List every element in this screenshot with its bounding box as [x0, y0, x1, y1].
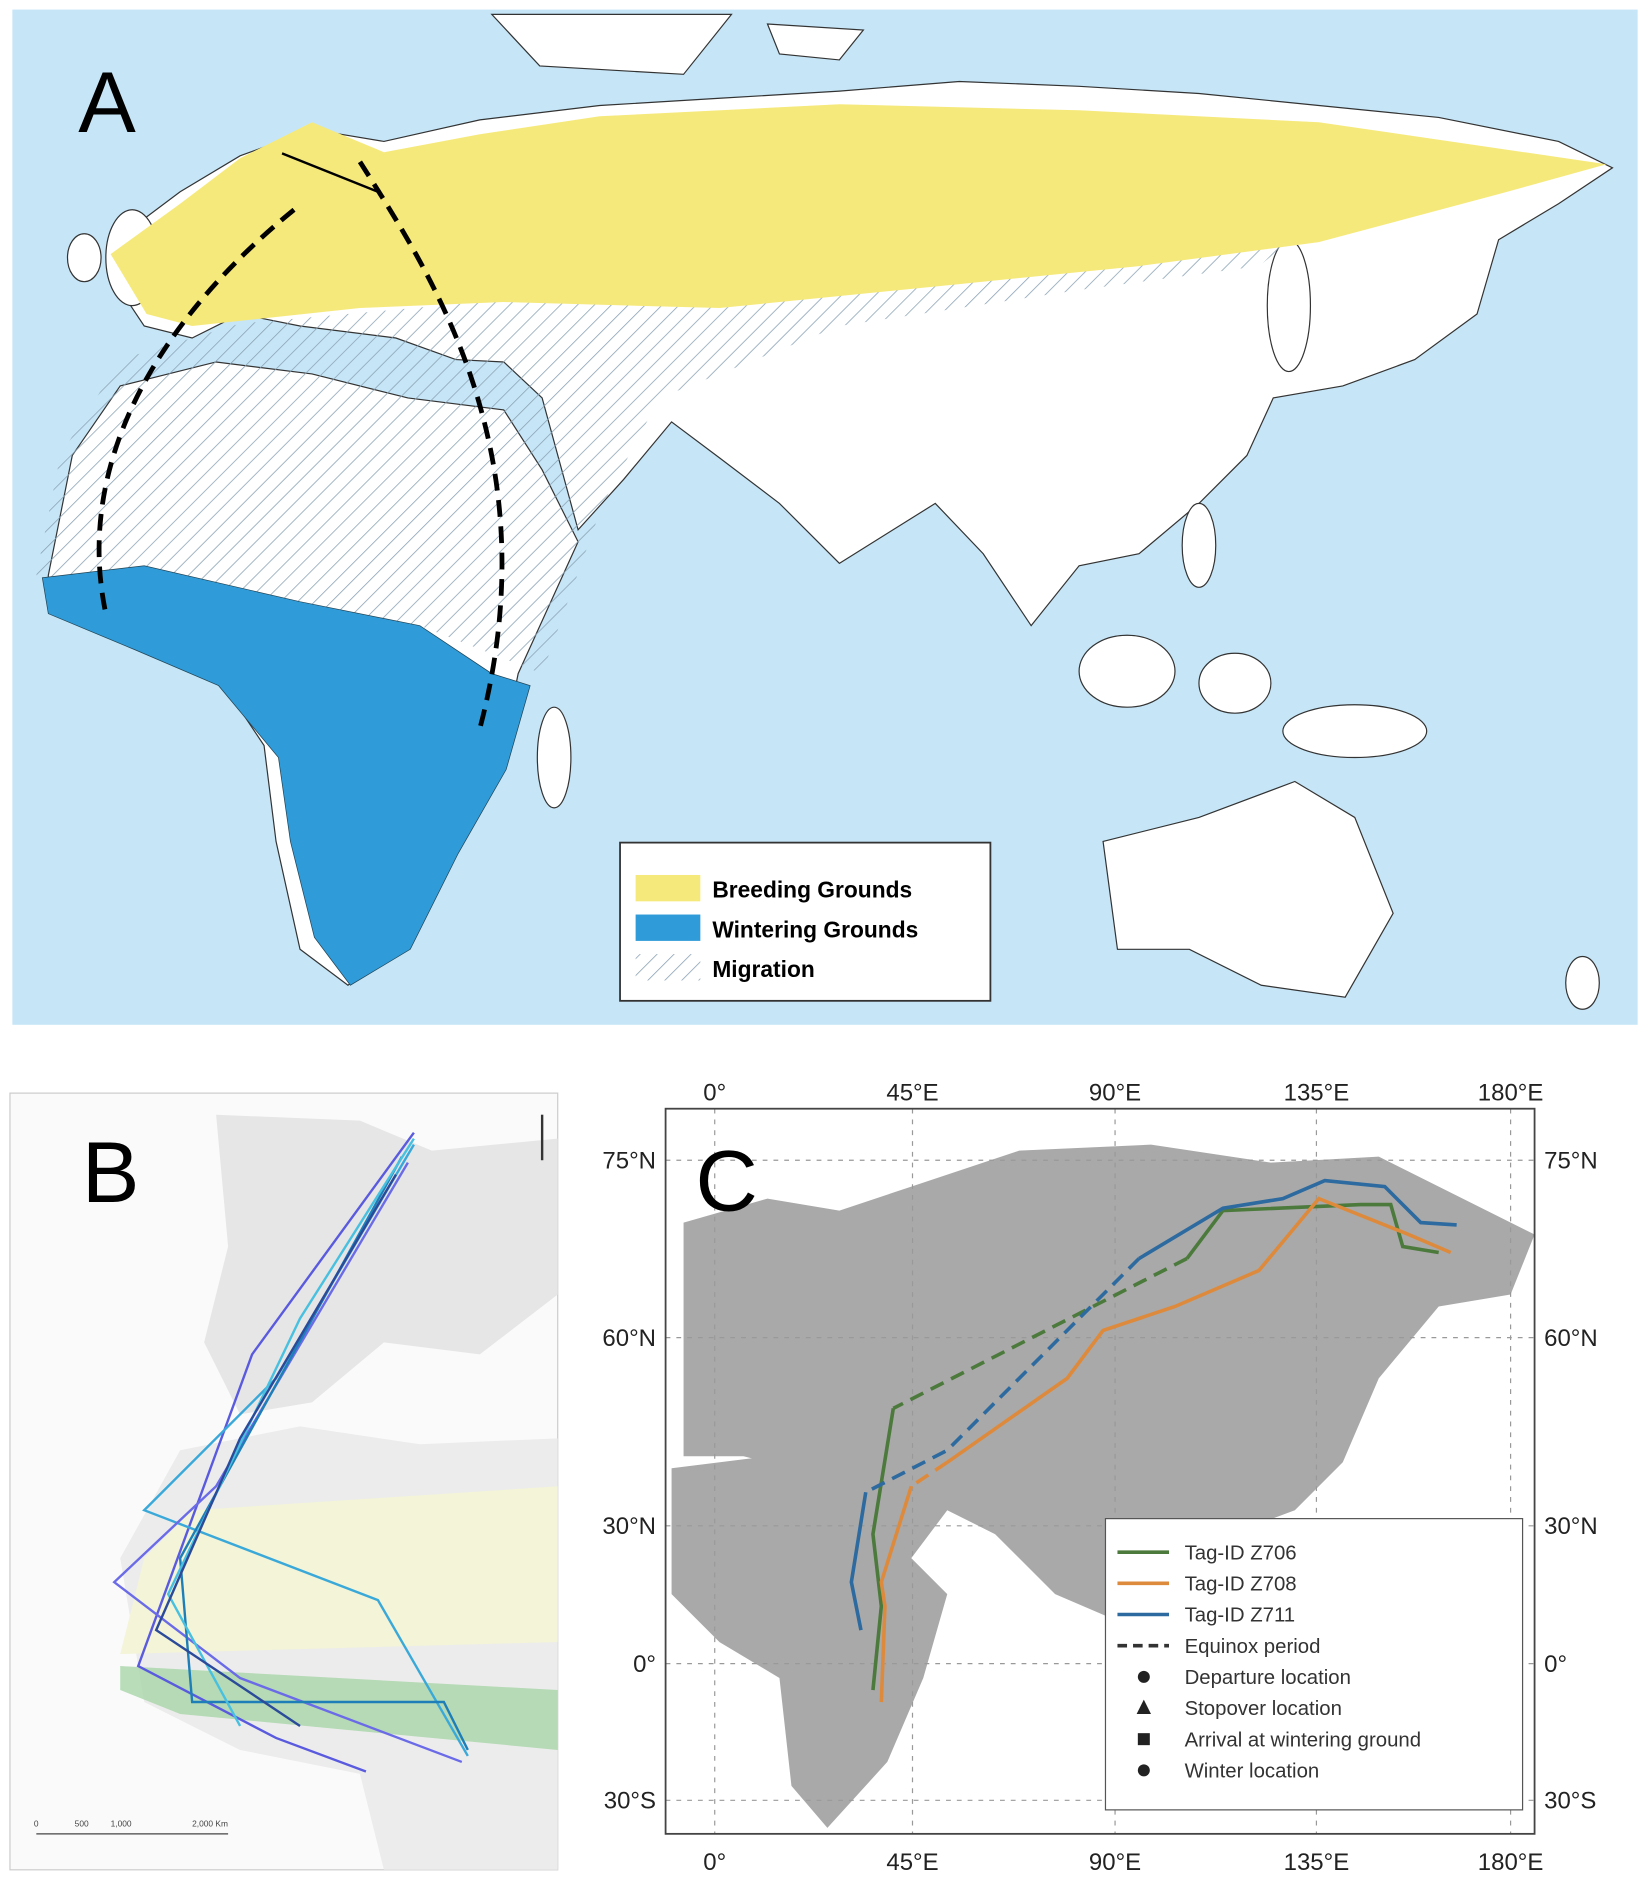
migration-area [36, 218, 1319, 674]
migration-route [96, 160, 505, 730]
europe [204, 1114, 558, 1415]
tracks [849, 1178, 1457, 1703]
x-tick-label: 0° [703, 1079, 726, 1106]
legend-label: Equinox period [1185, 1636, 1321, 1658]
y-tick-label: 30°S [1544, 1788, 1596, 1815]
legend-swatch [1137, 1733, 1150, 1746]
tracks [112, 1131, 469, 1773]
y-tick-label: 30°S [604, 1788, 656, 1815]
panel-a: Breeding Grounds Wintering Grounds Migra… [12, 9, 1638, 1025]
scale-label: 2,000 Km [192, 1819, 228, 1829]
legend-label: Stopover location [1185, 1698, 1342, 1720]
y-tick-label: 75°N [602, 1148, 656, 1175]
map-frame [664, 1107, 1536, 1835]
x-tick-label: 135°E [1284, 1849, 1350, 1876]
x-tick-label: 180°E [1478, 1849, 1544, 1876]
wintering-area [41, 565, 531, 986]
winter-zone [120, 1666, 558, 1750]
y-tick-label: 30°N [1544, 1513, 1598, 1540]
legend-label: Tag-ID Z711 [1185, 1605, 1296, 1627]
scale-label: 500 [75, 1819, 89, 1829]
scale-label: 1,000 [111, 1819, 132, 1829]
australia [1102, 780, 1394, 998]
legend-label: Wintering Grounds [712, 916, 918, 942]
x-tick-label: 90°E [1089, 1849, 1141, 1876]
legend-label: Departure location [1185, 1667, 1351, 1689]
x-tick-label: 45°E [886, 1079, 938, 1106]
sahel-zone [120, 1486, 558, 1655]
y-tick-label: 30°N [602, 1513, 656, 1540]
legend-swatch [1137, 1670, 1150, 1683]
legend-label: Tag-ID Z708 [1185, 1574, 1297, 1596]
panel-c: Tag-ID Z706 Tag-ID Z708 Tag-ID Z711 Equinox… [602, 1079, 1597, 1875]
islands [66, 209, 1600, 1010]
x-tick-label: 90°E [1089, 1079, 1141, 1106]
x-tick-label: 45°E [886, 1849, 938, 1876]
y-tick-label: 60°N [1544, 1325, 1598, 1352]
y-tick-label: 75°N [1544, 1148, 1598, 1175]
legend-swatch [635, 954, 701, 981]
legend-label: Winter location [1185, 1761, 1320, 1783]
breeding-area [110, 104, 1607, 327]
legend-label: Tag-ID Z706 [1185, 1542, 1297, 1564]
arctic-land [490, 13, 865, 75]
eurasia [683, 1144, 1535, 1631]
legend-box [1104, 1518, 1524, 1811]
panel-label: A [78, 55, 136, 151]
legend-swatch [1137, 1764, 1150, 1777]
legend-swatch [1136, 1699, 1152, 1714]
legend-label: Arrival at wintering ground [1185, 1729, 1422, 1751]
legend-label: Breeding Grounds [712, 877, 912, 903]
legend-swatch [635, 874, 701, 902]
legend: Tag-ID Z706 Tag-ID Z708 Tag-ID Z711 Equinox… [1117, 1542, 1422, 1783]
y-tick-label: 0° [1544, 1651, 1567, 1678]
route-line [281, 152, 379, 193]
x-tick-label: 180°E [1478, 1079, 1544, 1106]
africa [671, 1456, 948, 1828]
y-tick-label: 60°N [602, 1325, 656, 1352]
x-tick-label: 0° [703, 1849, 726, 1876]
panel-label: C [696, 1134, 758, 1230]
panel-label: B [82, 1125, 140, 1221]
y-tick-label: 0° [633, 1651, 656, 1678]
x-tick-label: 135°E [1284, 1079, 1350, 1106]
panel-b: 0 500 1,000 2,000 Km B [9, 1092, 559, 1871]
legend-label: Migration [712, 956, 814, 982]
scale-label: 0 [34, 1819, 39, 1829]
legend-swatch [635, 914, 701, 941]
